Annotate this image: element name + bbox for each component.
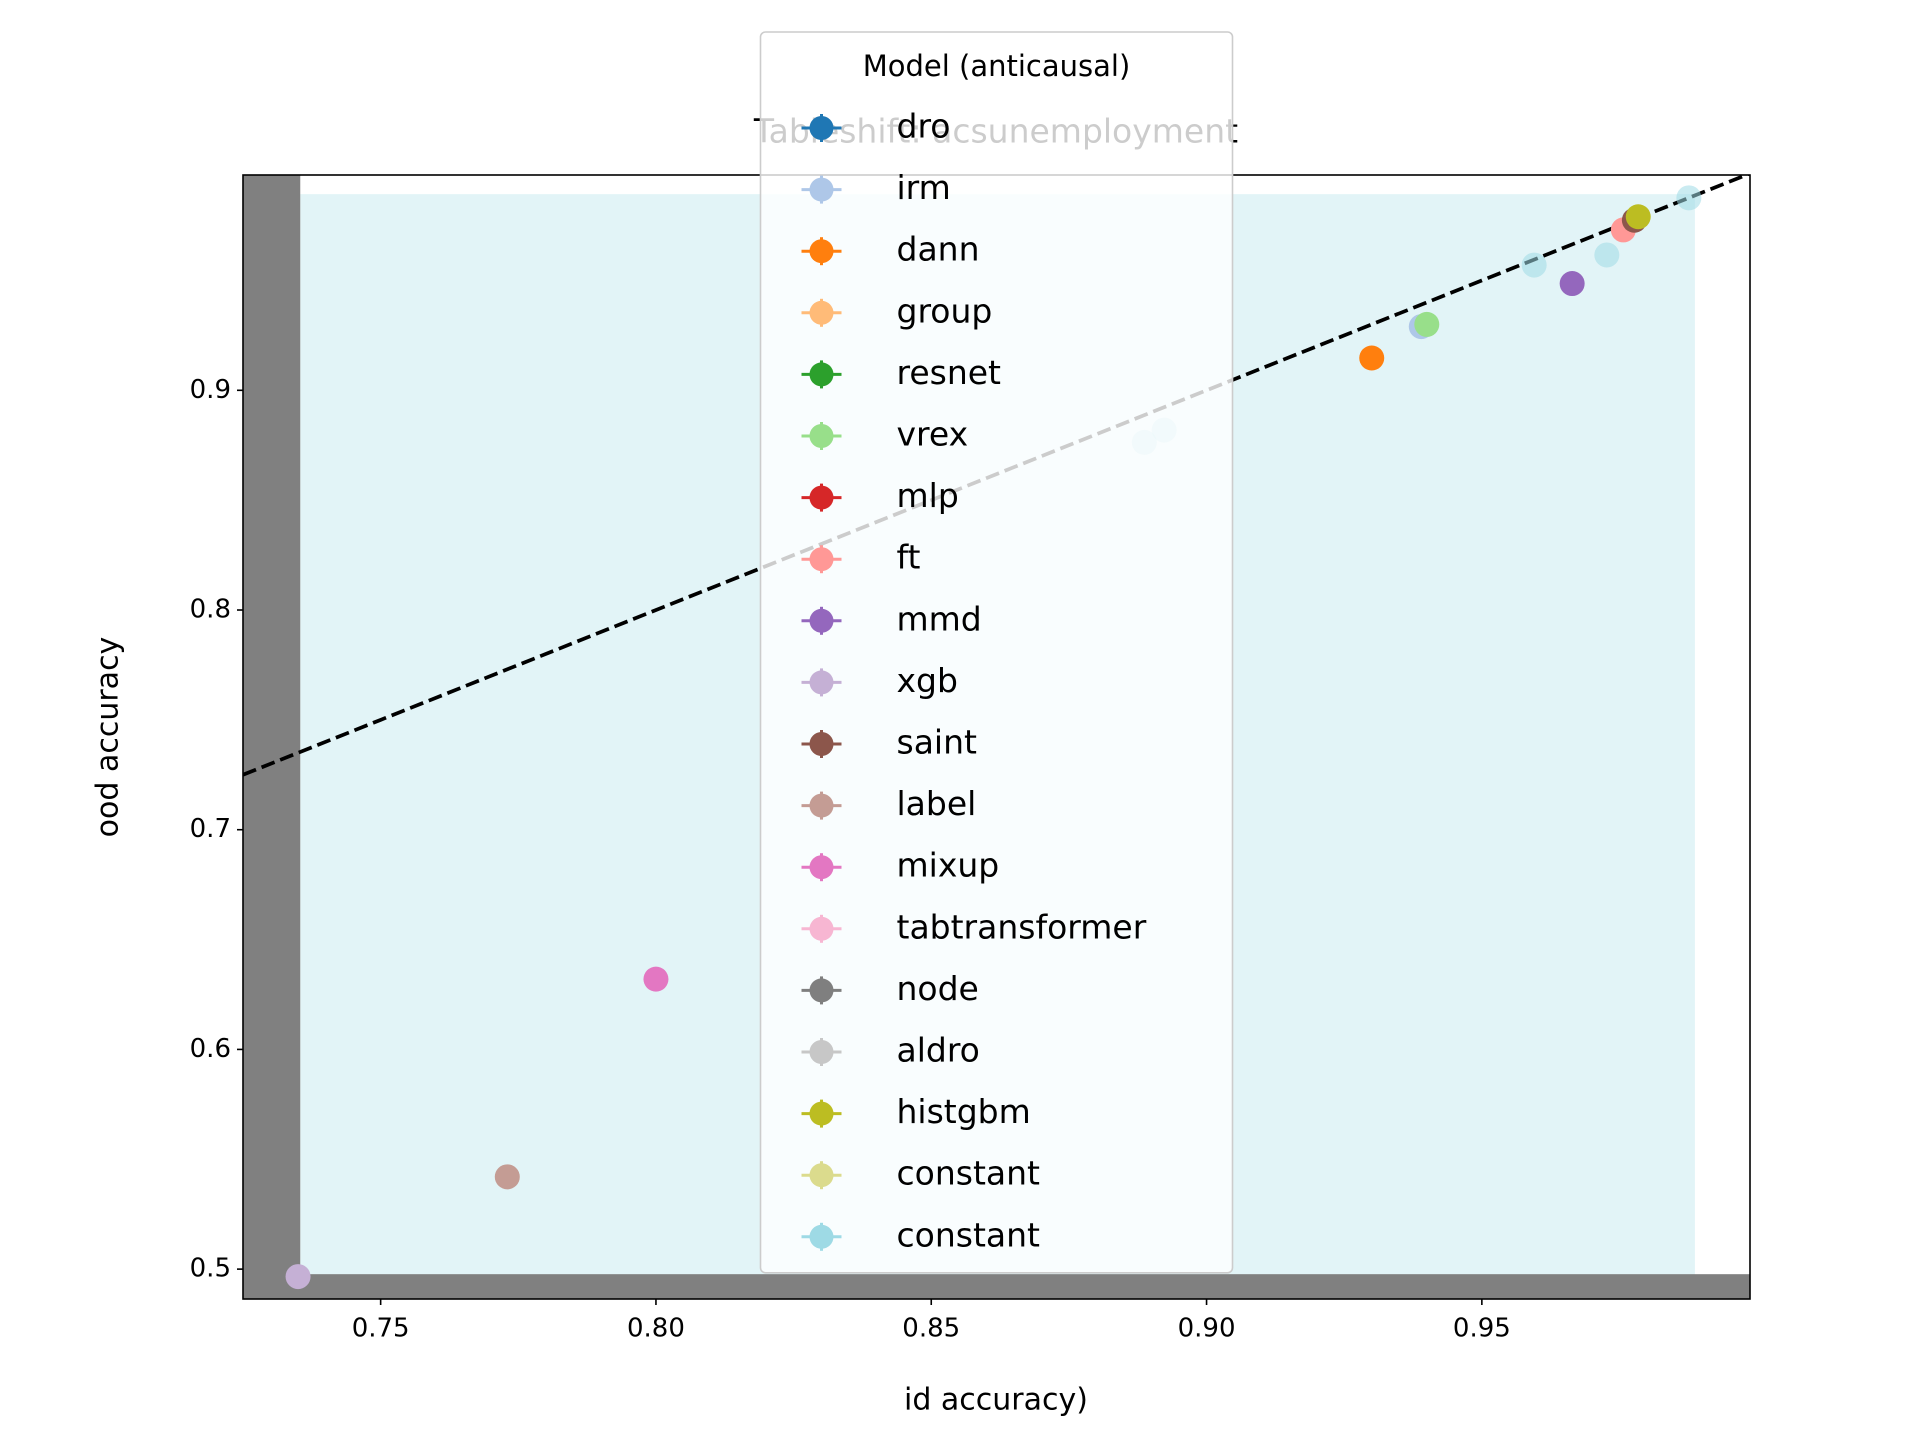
legend-entry: group <box>801 291 993 330</box>
legend-label: constant <box>897 1154 1041 1193</box>
legend-marker <box>809 547 834 572</box>
legend-label: label <box>897 784 977 823</box>
x-tick-label: 0.75 <box>352 1314 410 1344</box>
legend-label: histgbm <box>897 1092 1031 1131</box>
legend-label: dann <box>897 230 980 269</box>
legend-label: constant <box>897 1215 1041 1254</box>
legend-label: aldro <box>897 1031 980 1070</box>
legend-marker <box>809 670 834 695</box>
legend-entry: histgbm <box>801 1092 1031 1131</box>
data-point <box>1559 271 1585 297</box>
axes: 0.75 0.80 0.85 0.90 0.95 0.5 0.6 0.7 0.8 0.9 <box>190 174 1751 1344</box>
legend-label: xgb <box>897 661 958 700</box>
legend-marker <box>809 1163 834 1188</box>
x-tick-label: 0.90 <box>1178 1314 1236 1344</box>
legend-marker <box>809 362 834 387</box>
y-tick-label: 0.6 <box>190 1034 231 1064</box>
legend-entry: resnet <box>801 353 1002 392</box>
legend-label: saint <box>897 723 977 762</box>
legend-marker <box>809 978 834 1003</box>
legend-label: node <box>897 969 979 1008</box>
legend-marker <box>809 916 834 941</box>
legend-marker <box>809 1040 834 1064</box>
legend-marker <box>809 116 834 140</box>
y-axis-label: ood accuracy <box>91 637 126 838</box>
legend-entry: vrex <box>801 415 969 454</box>
y-tick-label: 0.9 <box>190 375 231 405</box>
legend-label: tabtransformer <box>897 907 1147 946</box>
x-tick-label: 0.95 <box>1453 1314 1511 1344</box>
y-tick-label: 0.7 <box>190 814 231 844</box>
legend-marker <box>809 855 834 880</box>
legend-entry: mmd <box>801 599 982 638</box>
legend: Model (anticausal) dro irm dann group resnet v… <box>759 31 1234 1274</box>
legend-marker <box>809 793 834 818</box>
legend-entry: mlp <box>801 476 959 515</box>
data-point <box>1594 242 1620 268</box>
data-point <box>1414 311 1440 337</box>
y-tick-label: 0.5 <box>190 1254 231 1284</box>
legend-label: vrex <box>897 415 969 454</box>
legend-entry: mixup <box>801 846 1000 885</box>
data-point <box>1359 345 1385 371</box>
x-tick-label: 0.85 <box>902 1314 960 1344</box>
legend-entry: tabtransformer <box>801 907 1147 946</box>
legend-label: irm <box>897 168 951 207</box>
legend-box <box>759 31 1234 1274</box>
legend-entry: node <box>801 969 979 1008</box>
legend-entry: dann <box>801 230 980 269</box>
data-point <box>494 1164 520 1190</box>
legend-label: dro <box>897 107 951 146</box>
data-point <box>1676 185 1702 211</box>
shaded-region <box>243 175 301 1299</box>
legend-marker <box>809 732 834 756</box>
legend-marker <box>809 239 834 264</box>
legend-marker <box>809 608 834 633</box>
legend-entry: ft <box>801 538 921 577</box>
legend-label: ft <box>897 538 921 577</box>
legend-label: group <box>897 291 993 330</box>
legend-label: mmd <box>897 599 982 638</box>
legend-entry: label <box>801 784 977 823</box>
legend-entry: saint <box>801 723 977 762</box>
legend-label: mlp <box>897 476 959 515</box>
legend-label: mixup <box>897 846 1000 885</box>
x-axis-label: id accuracy) <box>904 1383 1088 1418</box>
data-point <box>1625 204 1651 230</box>
legend-marker <box>809 485 834 510</box>
legend-marker <box>809 177 834 202</box>
data-point <box>1521 252 1547 278</box>
legend-entry: constant <box>801 1215 1041 1254</box>
legend-marker <box>809 1101 834 1126</box>
legend-title: Model (anticausal) <box>863 49 1131 83</box>
data-point <box>285 1264 311 1290</box>
shaded-region <box>243 1274 1750 1299</box>
legend-marker <box>809 300 834 325</box>
legend-entry: dro <box>801 107 951 146</box>
legend-entry: xgb <box>801 661 958 700</box>
legend-marker <box>809 1224 834 1249</box>
legend-marker <box>809 424 834 448</box>
x-tick-label: 0.80 <box>627 1314 685 1344</box>
legend-entry: irm <box>801 168 951 207</box>
data-point <box>643 966 669 992</box>
legend-entry: aldro <box>801 1031 980 1070</box>
y-tick-label: 0.8 <box>190 595 231 625</box>
legend-entry: constant <box>801 1154 1041 1193</box>
legend-label: resnet <box>897 353 1002 392</box>
